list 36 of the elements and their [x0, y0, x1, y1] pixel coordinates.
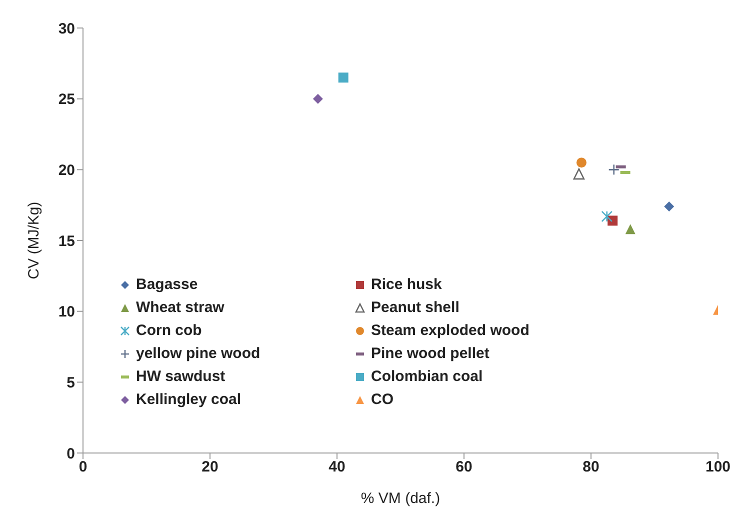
legend-label: Steam exploded wood — [371, 322, 530, 339]
x-tick-label: 20 — [202, 458, 218, 476]
legend-label: yellow pine wood — [136, 345, 260, 362]
legend-label: Pine wood pellet — [371, 345, 490, 362]
legend-label: Colombian coal — [371, 368, 483, 385]
x-axis-title: % VM (daf.) — [360, 490, 440, 507]
legend-label: Peanut shell — [371, 299, 460, 316]
point — [312, 94, 323, 104]
x-tick-label: 100 — [705, 458, 731, 476]
point — [608, 164, 620, 176]
y-tick-label: 25 — [58, 91, 75, 108]
legend-label: Corn cob — [136, 322, 202, 339]
x-tick-label: 0 — [78, 458, 88, 476]
legend-label: Bagasse — [136, 276, 198, 293]
x-tick-label: 40 — [328, 458, 346, 476]
y-tick-label: 10 — [58, 304, 75, 321]
y-tick-label: 15 — [58, 232, 75, 250]
point — [601, 210, 613, 222]
y-tick-label: 5 — [66, 374, 75, 392]
y-axis-title: CV (MJ/Kg) — [25, 202, 42, 280]
legend-label: Kellingley coal — [136, 391, 242, 408]
y-tick-label: 20 — [58, 162, 75, 179]
legend-label: Rice husk — [371, 276, 442, 293]
point — [573, 168, 585, 180]
point — [576, 158, 586, 168]
legend-label: HW sawdust — [136, 368, 226, 385]
point — [338, 72, 348, 83]
legend-label: Wheat straw — [136, 299, 224, 316]
x-tick-label: 60 — [456, 458, 472, 476]
y-tick-label: 30 — [58, 20, 75, 38]
point — [625, 224, 636, 234]
x-tick-label: 80 — [582, 458, 600, 476]
point — [608, 216, 618, 226]
y-tick-label: 0 — [66, 445, 75, 462]
legend-label: CO — [371, 391, 394, 408]
point — [664, 202, 674, 212]
